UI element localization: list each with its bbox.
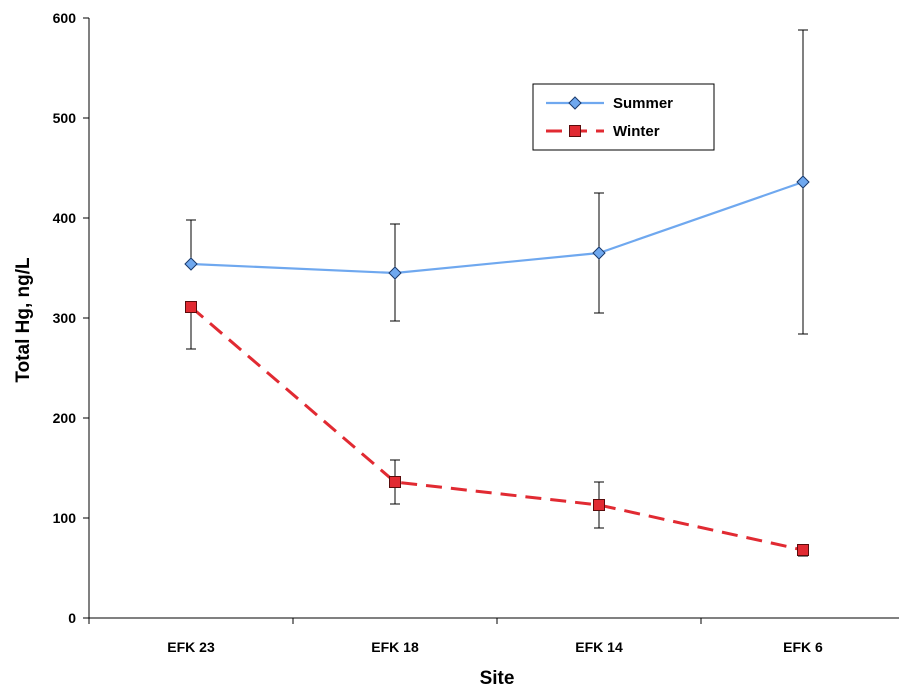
- legend-box: [532, 83, 715, 151]
- series-line-summer: [190, 180, 804, 275]
- x-tick-label-efk-18: EFK 18: [371, 639, 419, 655]
- y-axis-title: Total Hg, ng/L: [13, 257, 34, 383]
- marker-winter-2: [593, 499, 605, 511]
- y-ticks: 0 100 200 300 400 500 600: [53, 10, 89, 626]
- legend-label-winter: Winter: [613, 123, 660, 140]
- legend: Summer Winter: [532, 83, 715, 151]
- y-tick-label-400: 400: [53, 210, 77, 226]
- y-tick-label-500: 500: [53, 110, 77, 126]
- legend-label-summer: Summer: [613, 95, 673, 112]
- y-tick-label-600: 600: [53, 10, 77, 26]
- marker-summer-3: [796, 175, 810, 189]
- marker-summer-1: [388, 266, 402, 280]
- legend-marker-summer: [568, 96, 582, 110]
- y-tick-label-0: 0: [68, 610, 76, 626]
- axes: [88, 18, 899, 619]
- marker-winter-1: [389, 476, 401, 488]
- marker-summer-2: [592, 246, 606, 260]
- x-axis-title: Site: [480, 668, 515, 689]
- series-lines: [190, 180, 804, 552]
- legend-marker-winter: [569, 125, 581, 137]
- y-tick-label-200: 200: [53, 410, 77, 426]
- marker-winter-3: [797, 544, 809, 556]
- y-tick-label-100: 100: [53, 510, 77, 526]
- y-tick-label-300: 300: [53, 310, 77, 326]
- x-tick-label-efk-6: EFK 6: [783, 639, 823, 655]
- marker-summer-0: [184, 257, 198, 271]
- error-bars: [186, 29, 808, 557]
- series-line-winter: [190, 305, 804, 552]
- marker-winter-0: [185, 301, 197, 313]
- x-tick-label-efk-23: EFK 23: [167, 639, 215, 655]
- series-markers: [184, 175, 810, 556]
- x-ticks: EFK 23 EFK 18 EFK 14 EFK 6: [88, 618, 823, 655]
- x-tick-label-efk-14: EFK 14: [575, 639, 623, 655]
